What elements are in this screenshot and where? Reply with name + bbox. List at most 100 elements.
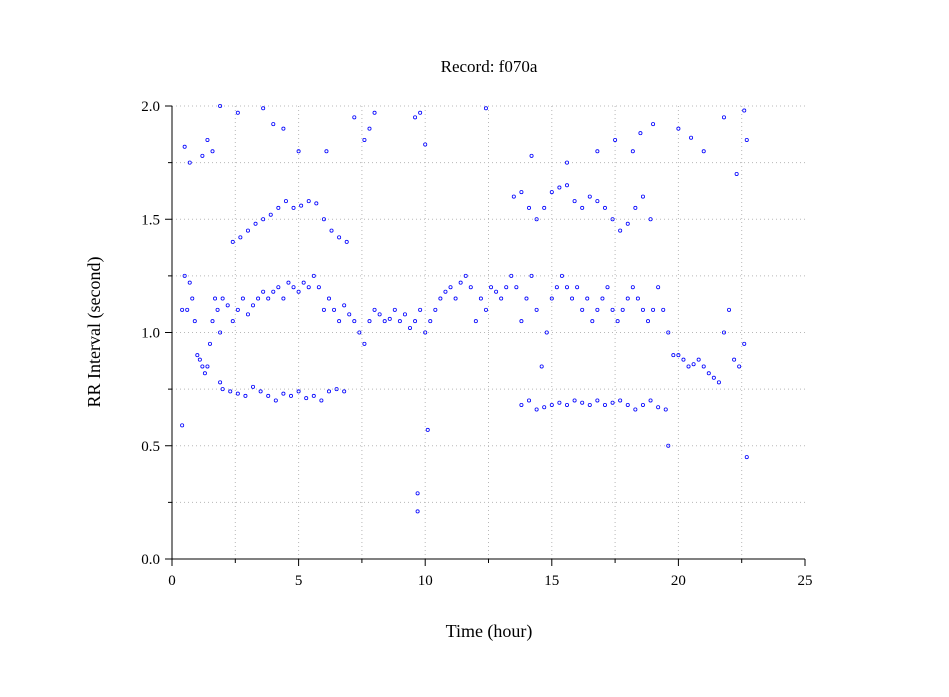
data-point [367, 126, 372, 131]
data-point [425, 427, 430, 432]
x-tick-label: 5 [295, 573, 303, 589]
data-point [413, 319, 418, 324]
y-tick-label: 0.5 [141, 439, 160, 455]
data-point [554, 285, 559, 290]
data-point [585, 296, 590, 301]
data-point [742, 341, 747, 346]
data-point [306, 199, 311, 204]
data-point [564, 285, 569, 290]
data-point [415, 509, 420, 514]
data-point [266, 296, 271, 301]
data-point [625, 402, 630, 407]
data-point [529, 273, 534, 278]
data-point [408, 325, 413, 330]
data-point [509, 273, 514, 278]
data-point [319, 398, 324, 403]
data-point [519, 190, 524, 195]
data-point [648, 398, 653, 403]
x-tick-label: 10 [418, 573, 433, 589]
data-point [281, 296, 286, 301]
data-point [689, 135, 694, 140]
data-point [580, 400, 585, 405]
data-point [362, 341, 367, 346]
data-point [245, 312, 250, 317]
data-point [197, 357, 202, 362]
data-point [324, 149, 329, 154]
data-point [638, 131, 643, 136]
data-point [182, 144, 187, 149]
data-point [202, 371, 207, 376]
data-point [218, 104, 223, 109]
data-point [529, 153, 534, 158]
data-point [433, 307, 438, 312]
data-point [205, 364, 210, 369]
data-point [182, 273, 187, 278]
data-point [291, 205, 296, 210]
data-point [580, 205, 585, 210]
data-point [372, 307, 377, 312]
data-point [499, 296, 504, 301]
data-point [418, 307, 423, 312]
data-point [210, 149, 215, 154]
data-point [256, 296, 261, 301]
data-point [190, 296, 195, 301]
data-point [602, 205, 607, 210]
data-point [701, 149, 706, 154]
data-point [299, 203, 304, 208]
data-point [483, 307, 488, 312]
data-point [519, 319, 524, 324]
data-point [734, 171, 739, 176]
axes [165, 105, 806, 566]
data-point [200, 153, 205, 158]
data-point [615, 319, 620, 324]
data-point [296, 149, 301, 154]
data-point [646, 319, 651, 324]
data-point [238, 235, 243, 240]
data-point [240, 296, 245, 301]
data-point [276, 205, 281, 210]
data-point [352, 115, 357, 120]
data-point [666, 330, 671, 335]
data-point [610, 400, 615, 405]
data-point [228, 389, 233, 394]
data-point [625, 296, 630, 301]
data-point [291, 285, 296, 290]
data-point [613, 137, 618, 142]
data-point [519, 402, 524, 407]
y-axis-label: RR Interval (second) [84, 257, 105, 408]
data-point [372, 110, 377, 115]
data-point [549, 296, 554, 301]
data-point [296, 289, 301, 294]
data-point [727, 307, 732, 312]
data-point [721, 115, 726, 120]
data-point [468, 285, 473, 290]
data-point [258, 389, 263, 394]
data-point [564, 183, 569, 188]
data-point [210, 319, 215, 324]
y-tick-label: 1.0 [141, 326, 160, 342]
data-point [281, 391, 286, 396]
data-point [453, 296, 458, 301]
data-point [261, 217, 266, 222]
data-point [504, 285, 509, 290]
data-point [534, 307, 539, 312]
data-point [696, 357, 701, 362]
data-point [207, 341, 212, 346]
data-point [635, 296, 640, 301]
data-point [666, 443, 671, 448]
data-point [402, 312, 407, 317]
data-point [716, 380, 721, 385]
data-point [283, 199, 288, 204]
data-point [572, 199, 577, 204]
x-axis-label: Time (hour) [446, 621, 533, 642]
data-point [620, 307, 625, 312]
data-point [602, 402, 607, 407]
data-point [321, 307, 326, 312]
data-point [640, 194, 645, 199]
data-point [527, 205, 532, 210]
data-point [311, 273, 316, 278]
x-tick-label: 0 [168, 573, 176, 589]
data-point [534, 217, 539, 222]
x-tick-label: 25 [798, 573, 813, 589]
data-point [180, 307, 185, 312]
